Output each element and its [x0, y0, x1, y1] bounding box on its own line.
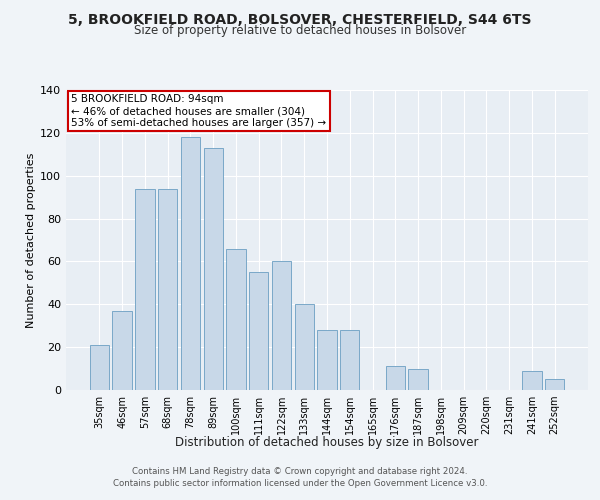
Text: Contains HM Land Registry data © Crown copyright and database right 2024.
Contai: Contains HM Land Registry data © Crown c… [113, 466, 487, 487]
Bar [386, 366, 405, 390]
Bar [249, 272, 268, 390]
Bar [295, 304, 314, 390]
Bar [112, 310, 132, 390]
Bar [226, 248, 245, 390]
Bar [135, 188, 155, 390]
Bar [158, 188, 178, 390]
Bar [545, 380, 564, 390]
Text: 5 BROOKFIELD ROAD: 94sqm
← 46% of detached houses are smaller (304)
53% of semi-: 5 BROOKFIELD ROAD: 94sqm ← 46% of detach… [71, 94, 326, 128]
Text: 5, BROOKFIELD ROAD, BOLSOVER, CHESTERFIELD, S44 6TS: 5, BROOKFIELD ROAD, BOLSOVER, CHESTERFIE… [68, 12, 532, 26]
Bar [181, 137, 200, 390]
Bar [340, 330, 359, 390]
Bar [409, 368, 428, 390]
Bar [90, 345, 109, 390]
Text: Distribution of detached houses by size in Bolsover: Distribution of detached houses by size … [175, 436, 479, 449]
Text: Size of property relative to detached houses in Bolsover: Size of property relative to detached ho… [134, 24, 466, 37]
Bar [272, 262, 291, 390]
Y-axis label: Number of detached properties: Number of detached properties [26, 152, 36, 328]
Bar [203, 148, 223, 390]
Bar [317, 330, 337, 390]
Bar [522, 370, 542, 390]
